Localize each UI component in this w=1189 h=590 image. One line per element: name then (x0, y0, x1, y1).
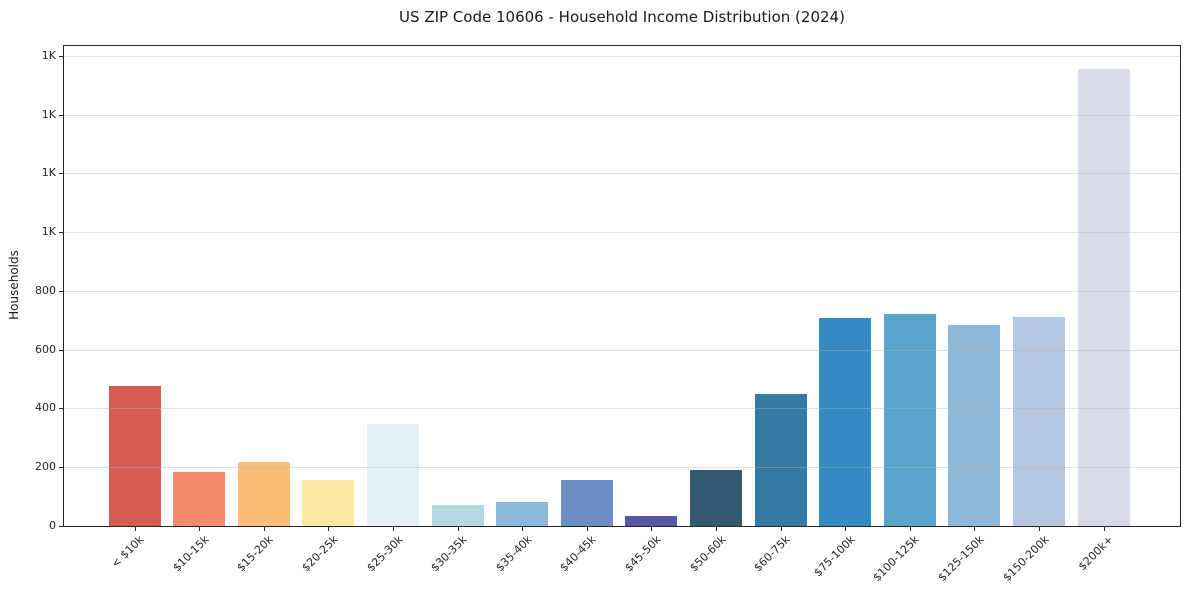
x-tick-mark (974, 527, 976, 531)
y-tick-label: 0 (49, 519, 56, 532)
x-tick-mark (392, 527, 394, 531)
x-tick-mark (1103, 527, 1105, 531)
x-tick-label: $100-125k (870, 533, 922, 585)
y-tick-mark (59, 526, 63, 527)
x-tick-mark (845, 527, 847, 531)
y-tick-mark (59, 173, 63, 175)
x-tick-mark (328, 527, 330, 531)
x-tick-label: $15-20k (234, 533, 276, 575)
bar (1077, 69, 1130, 526)
x-tick-label: $30-35k (428, 533, 470, 575)
plot-area (63, 45, 1181, 527)
x-tick-mark (780, 527, 782, 531)
bar (302, 480, 355, 526)
bar (431, 505, 484, 526)
x-tick-label: $10-15k (170, 533, 212, 575)
y-tick-mark (59, 290, 63, 292)
y-tick-label: 1K (41, 225, 56, 239)
x-tick-label: $20-25k (299, 533, 341, 575)
gridline (64, 232, 1180, 234)
y-tick-label: 800 (35, 283, 56, 297)
y-tick-mark (59, 114, 63, 116)
gridline (64, 349, 1180, 351)
x-tick-label: < $10k (109, 533, 147, 571)
bar (173, 472, 226, 526)
bar (560, 480, 613, 526)
x-tick-mark (134, 527, 136, 531)
y-tick-label: 1K (41, 166, 56, 180)
x-tick-mark (586, 527, 588, 531)
gridline (64, 114, 1180, 116)
y-tick-mark (59, 349, 63, 351)
gridline (64, 408, 1180, 410)
bar (689, 470, 742, 526)
y-tick-label: 400 (35, 401, 56, 415)
bar (883, 314, 936, 526)
bar (948, 325, 1001, 526)
bar (1012, 317, 1065, 526)
bar (496, 502, 549, 526)
bar (366, 424, 419, 526)
x-tick-label: $125-150k (935, 533, 987, 585)
x-tick-mark (715, 527, 717, 531)
x-tick-mark (457, 527, 459, 531)
x-tick-label: $60-75k (751, 533, 793, 575)
x-tick-mark (522, 527, 524, 531)
x-tick-label: $35-40k (493, 533, 535, 575)
gridline (64, 173, 1180, 175)
gridline (64, 290, 1180, 292)
y-tick-label: 1K (41, 107, 56, 121)
bar (625, 516, 678, 526)
y-tick-mark (59, 408, 63, 410)
bar (754, 394, 807, 526)
y-tick-label: 1K (41, 48, 56, 62)
x-tick-mark (1038, 527, 1040, 531)
y-tick-label: 200 (35, 460, 56, 474)
y-tick-label: 600 (35, 342, 56, 356)
x-tick-label: $75-100k (811, 533, 858, 580)
x-tick-label: $45-50k (622, 533, 664, 575)
gridline (64, 55, 1180, 57)
gridline (64, 467, 1180, 469)
bar (237, 462, 290, 526)
y-tick-mark (59, 55, 63, 57)
bar (108, 386, 161, 526)
x-tick-mark (263, 527, 265, 531)
x-tick-mark (651, 527, 653, 531)
x-tick-label: $50-60k (686, 533, 729, 575)
x-tick-label: $25-30k (363, 533, 406, 575)
y-tick-mark (59, 467, 63, 469)
bar (819, 318, 872, 526)
chart-title: US ZIP Code 10606 - Household Income Dis… (399, 8, 845, 26)
x-tick-label: $150-200k (999, 533, 1052, 585)
x-tick-mark (909, 527, 911, 531)
x-tick-label: $40-45k (557, 533, 599, 575)
x-tick-label: $200k+ (1075, 533, 1116, 574)
y-tick-mark (59, 232, 63, 234)
x-tick-mark (199, 527, 201, 531)
